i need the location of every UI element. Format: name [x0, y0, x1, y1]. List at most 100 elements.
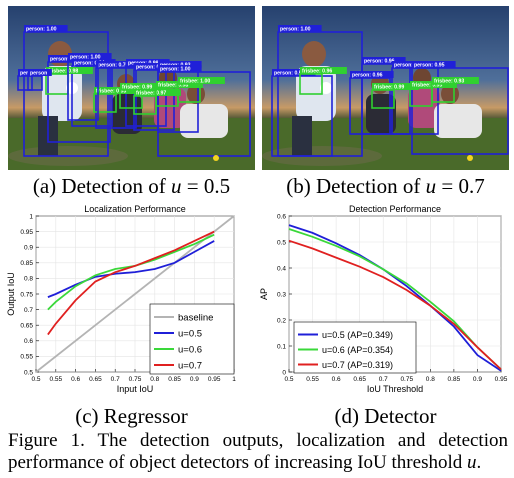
- y-tick-label: 0.75: [20, 291, 33, 298]
- x-tick-label: 0.55: [306, 376, 319, 383]
- caption-a-prefix: (a) Detection of: [32, 174, 172, 198]
- detection-b-label-bg: [432, 77, 479, 84]
- detection-b-label-bg: [272, 69, 316, 76]
- detection-a-label: frisbee: 1.00: [180, 79, 210, 85]
- detection-a-label: frisbee: 0.98: [158, 83, 188, 89]
- x-tick-label: 0.6: [71, 376, 80, 383]
- x-tick-label: 0.7: [111, 376, 120, 383]
- detection-b-label-bg: [362, 57, 406, 64]
- detection-a-label: person: 0.70: [98, 63, 129, 69]
- legend-label: u=0.6 (AP=0.354): [322, 345, 393, 355]
- watermark-icon: [467, 155, 473, 161]
- x-tick-label: 0.7: [379, 376, 388, 383]
- y-tick-label: 0.1: [277, 343, 286, 350]
- y-tick-label: 0.55: [20, 354, 33, 361]
- detection-a-label-bg: [72, 59, 116, 66]
- series-line: [47, 240, 215, 298]
- x-tick-label: 0.95: [208, 376, 221, 383]
- y-tick-label: 0.5: [24, 369, 33, 376]
- detection-a-label-bg: [158, 61, 202, 68]
- x-tick-label: 0.75: [400, 376, 413, 383]
- detection-a-label: frisbee: 0.97: [136, 91, 166, 97]
- x-tick-label: 1: [232, 376, 236, 383]
- caption-c: (c) Regressor: [75, 404, 188, 428]
- detection-a-label: person: 1.00: [26, 27, 57, 33]
- figure-caption: Figure 1. The detection outputs, localiz…: [8, 430, 508, 474]
- detection-a-label-bg: [96, 61, 140, 68]
- detection-b-label-bg: [278, 25, 322, 32]
- detection-a-label-bg: [24, 25, 68, 32]
- detection-a-label: frisbee: 0.93: [96, 89, 126, 95]
- detection-b-box: [411, 67, 509, 155]
- y-tick-label: 0.3: [277, 291, 286, 298]
- figure-caption-var: u: [467, 452, 477, 473]
- x-tick-label: 0.85: [448, 376, 461, 383]
- series-line: [288, 228, 502, 371]
- y-tick-label: 0.4: [277, 265, 286, 272]
- detection-a-label-bg: [94, 87, 141, 94]
- detection-b-label: person: 0.96: [364, 59, 395, 65]
- detection-b-label: frisbee: 0.99: [374, 85, 404, 91]
- detection-a-label-bg: [68, 53, 112, 60]
- series-line: [47, 233, 215, 311]
- y-axis-label: Output IoU: [6, 272, 16, 316]
- detection-a-label: person: 1.00: [160, 67, 191, 73]
- x-axis-label: IoU Threshold: [367, 384, 423, 394]
- y-tick-label: 0.2: [277, 317, 286, 324]
- y-tick-label: 0.95: [20, 229, 33, 236]
- x-tick-label: 0.8: [150, 376, 159, 383]
- detection-b-label-bg: [412, 61, 456, 68]
- y-tick-label: 0.5: [277, 239, 286, 246]
- x-tick-label: 0.75: [129, 376, 142, 383]
- caption-b-var: u: [425, 174, 437, 198]
- figure-caption-end: .: [476, 452, 482, 473]
- caption-d: (d) Detector: [334, 404, 437, 428]
- detection-a-label-bg: [158, 65, 202, 72]
- localization-chart-svg: 0.5 0.55 0.6 0.65 0.7 0.75 0.8 0.85 0.9 0.95 1 0.5 0…: [6, 204, 236, 394]
- detection-chart: 0.5 0.55 0.6 0.65 0.7 0.75 0.8 0.85 0.9 0.95 0 0.1 0…: [259, 200, 514, 400]
- detection-b-label: person: 0.95: [414, 63, 445, 69]
- detection-a-label: person: 1.00: [70, 55, 101, 61]
- y-tick-label: 0.8: [24, 276, 33, 283]
- figure-caption-text: Figure 1. The detection outputs, localiz…: [8, 430, 508, 473]
- detection-a-label-bg: [120, 83, 167, 90]
- detection-b-label: frisbee: 0.96: [302, 69, 332, 75]
- detection-b-label: frisbee: 0.95: [412, 83, 442, 89]
- series-line: [47, 230, 215, 336]
- x-tick-label: 0.55: [49, 376, 62, 383]
- x-tick-label: 0.5: [31, 376, 40, 383]
- caption-a-rest: = 0.5: [181, 174, 231, 198]
- detection-chart-svg: 0.5 0.55 0.6 0.65 0.7 0.75 0.8 0.85 0.9 0.95 0 0.1 0…: [259, 204, 508, 394]
- detection-a-label: person: 0.56: [50, 57, 81, 63]
- detection-b-label: person: 0.94: [394, 63, 425, 69]
- x-tick-label: 0.9: [190, 376, 199, 383]
- detection-a-label: person: [30, 71, 47, 77]
- x-tick-label: 0.6: [332, 376, 341, 383]
- detection-b-label-bg: [372, 83, 419, 90]
- legend-label: u=0.6: [178, 345, 202, 356]
- legend-label: baseline: [178, 313, 213, 324]
- detection-b-label: person: 0.96: [352, 73, 383, 79]
- detection-a-label-bg: [134, 89, 181, 96]
- detection-b-label: person: 0.55: [274, 71, 305, 77]
- detection-a-label: frisbee: 0.98: [48, 69, 78, 75]
- x-tick-label: 0.95: [495, 376, 508, 383]
- watermark-icon: [213, 155, 219, 161]
- caption-b: (b) Detection of u = 0.7: [262, 174, 509, 199]
- series-line: [35, 215, 235, 373]
- detection-a-label: frisbee: 0.99: [122, 85, 152, 91]
- series-line: [288, 239, 502, 371]
- x-tick-label: 0.65: [89, 376, 102, 383]
- detection-b-label: person: 1.00: [280, 27, 311, 33]
- detection-a-label-bg: [178, 77, 225, 84]
- legend-label: u=0.5: [178, 329, 202, 340]
- localization-chart: 0.5 0.55 0.6 0.65 0.7 0.75 0.8 0.85 0.9 0.95 1 0.5 0…: [0, 200, 255, 400]
- detection-a-label-bg: [134, 63, 178, 70]
- legend-label: u=0.5 (AP=0.349): [322, 330, 393, 340]
- legend-box: [149, 303, 235, 375]
- detection-a-label: person: 0.98: [136, 65, 167, 71]
- y-tick-label: 0.65: [20, 323, 33, 330]
- y-tick-label: 0: [282, 369, 286, 376]
